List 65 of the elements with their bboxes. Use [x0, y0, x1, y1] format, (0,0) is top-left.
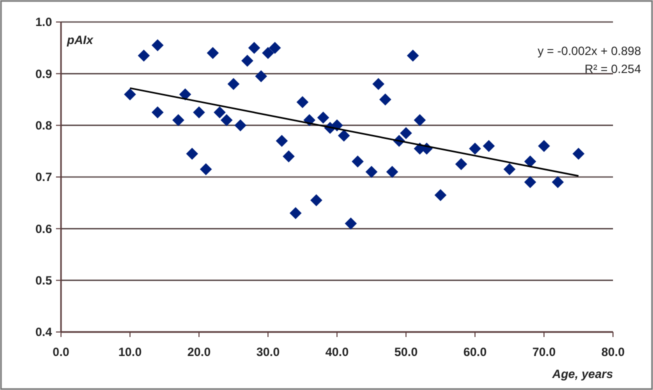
point [138, 50, 150, 62]
point [344, 218, 357, 230]
point [200, 163, 212, 176]
point [214, 106, 226, 118]
point [268, 42, 281, 54]
x-tick-label: 0.0 [52, 345, 70, 359]
point [296, 96, 308, 108]
point [152, 106, 164, 118]
x-tick-label: 10.0 [118, 345, 142, 359]
point [206, 47, 219, 59]
annotation: y = -0.002x + 0.898 [538, 44, 642, 58]
point [379, 94, 392, 106]
point [366, 166, 378, 178]
y-tick-label: 1.0 [35, 15, 52, 30]
annotation: R² = 0.254 [584, 62, 642, 76]
point [310, 194, 322, 206]
x-tick-label: 60.0 [463, 345, 487, 359]
point [172, 114, 184, 126]
point [538, 140, 550, 152]
point [124, 88, 136, 100]
point [282, 150, 295, 162]
point [482, 140, 495, 152]
point [572, 148, 584, 160]
point [262, 47, 274, 59]
point [276, 134, 288, 147]
y-tick-label: 0.6 [35, 222, 52, 236]
point [241, 54, 254, 67]
point [234, 119, 246, 132]
y-tick-label: 0.4 [35, 325, 52, 340]
point [552, 176, 564, 188]
point [524, 156, 536, 168]
x-tick-label: 80.0 [601, 345, 625, 359]
point [406, 50, 419, 62]
point [317, 112, 330, 124]
point [455, 158, 468, 170]
point [255, 70, 268, 82]
point [338, 130, 350, 142]
x-axis-title: Age, years [551, 367, 614, 381]
x-tick-label: 30.0 [256, 345, 280, 359]
point [372, 78, 384, 90]
point [179, 88, 192, 100]
x-tick-label: 40.0 [325, 345, 349, 359]
point [248, 42, 260, 54]
point [504, 163, 516, 176]
point [524, 176, 536, 188]
x-tick-label: 70.0 [532, 345, 556, 359]
point [220, 114, 233, 126]
point [228, 78, 240, 90]
point [186, 148, 198, 160]
point [434, 189, 446, 202]
y-tick-label: 0.9 [35, 66, 52, 81]
point [400, 127, 412, 140]
point [386, 166, 398, 178]
point [414, 114, 426, 126]
y-tick-label: 0.8 [35, 118, 52, 133]
y-axis-title: pAIx [66, 33, 94, 47]
x-tick-label: 50.0 [394, 345, 418, 359]
point [290, 207, 302, 220]
point [193, 106, 205, 118]
point [352, 156, 364, 168]
point [469, 142, 481, 155]
point [152, 39, 164, 52]
x-tick-label: 20.0 [187, 345, 211, 359]
y-tick-label: 0.7 [35, 170, 52, 184]
y-tick-label: 0.5 [35, 274, 52, 288]
